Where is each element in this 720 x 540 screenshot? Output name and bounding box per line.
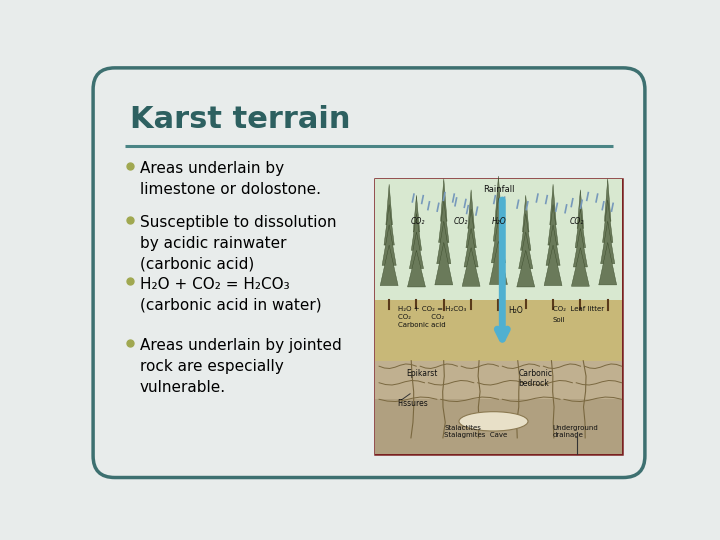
Polygon shape <box>441 179 447 221</box>
Polygon shape <box>495 176 502 219</box>
Bar <box>375 179 621 300</box>
Text: Fissures: Fissures <box>397 399 428 408</box>
Polygon shape <box>548 205 558 245</box>
FancyBboxPatch shape <box>93 68 645 477</box>
Polygon shape <box>518 232 533 268</box>
Polygon shape <box>493 198 503 241</box>
Text: H₂O: H₂O <box>508 306 523 315</box>
Ellipse shape <box>459 411 528 431</box>
Text: CO₂: CO₂ <box>410 217 425 226</box>
Polygon shape <box>462 248 480 286</box>
Text: CO₂         CO₂: CO₂ CO₂ <box>398 314 445 320</box>
Polygon shape <box>573 228 588 267</box>
Polygon shape <box>464 228 478 267</box>
Text: H₂O + CO₂ = H₂CO₃
(carbonic acid in water): H₂O + CO₂ = H₂CO₃ (carbonic acid in wate… <box>140 276 321 313</box>
Text: H₂O: H₂O <box>492 217 507 226</box>
Polygon shape <box>605 179 611 221</box>
Text: CO₂: CO₂ <box>454 217 467 226</box>
Polygon shape <box>572 248 590 286</box>
Polygon shape <box>490 241 508 285</box>
Polygon shape <box>521 214 531 251</box>
Polygon shape <box>435 242 453 285</box>
Text: CO₂: CO₂ <box>570 217 584 226</box>
Polygon shape <box>410 232 423 268</box>
Polygon shape <box>599 242 616 285</box>
Polygon shape <box>577 190 584 228</box>
FancyBboxPatch shape <box>375 179 621 455</box>
Polygon shape <box>544 245 562 286</box>
Text: Carbonic
bedrock: Carbonic bedrock <box>518 369 552 388</box>
Polygon shape <box>411 214 422 251</box>
Polygon shape <box>468 190 474 228</box>
Polygon shape <box>408 251 426 287</box>
Text: Karst terrain: Karst terrain <box>130 105 351 134</box>
Text: Stalagmites  Cave: Stalagmites Cave <box>444 432 508 438</box>
Polygon shape <box>491 219 505 263</box>
Polygon shape <box>466 209 476 248</box>
Bar <box>375 300 621 361</box>
Polygon shape <box>413 195 420 232</box>
Text: Epikarst: Epikarst <box>406 369 438 378</box>
Polygon shape <box>384 205 395 245</box>
Text: Areas underlain by
limestone or dolostone.: Areas underlain by limestone or doloston… <box>140 161 320 197</box>
Polygon shape <box>546 225 560 265</box>
Text: Underground
drainage: Underground drainage <box>553 426 598 438</box>
Polygon shape <box>603 200 613 242</box>
Text: Carbonic acid: Carbonic acid <box>398 322 446 328</box>
Polygon shape <box>382 225 396 265</box>
Polygon shape <box>575 209 585 248</box>
Text: Susceptible to dissolution
by acidic rainwater
(carbonic acid): Susceptible to dissolution by acidic rai… <box>140 215 336 272</box>
Polygon shape <box>523 195 529 232</box>
Text: Stalactites: Stalactites <box>444 426 481 431</box>
Text: Soil: Soil <box>553 316 565 322</box>
Polygon shape <box>517 251 535 287</box>
Polygon shape <box>380 245 398 286</box>
Polygon shape <box>600 221 615 264</box>
Polygon shape <box>550 184 557 225</box>
Text: H₂O + CO₂ = H₂CO₃: H₂O + CO₂ = H₂CO₃ <box>398 306 467 312</box>
Polygon shape <box>386 184 392 225</box>
Bar <box>375 399 621 455</box>
Polygon shape <box>438 200 449 242</box>
Bar <box>375 361 621 455</box>
Text: Areas underlain by jointed
rock are especially
vulnerable.: Areas underlain by jointed rock are espe… <box>140 338 341 395</box>
Polygon shape <box>437 221 451 264</box>
Text: Rainfall: Rainfall <box>482 185 514 194</box>
Text: CO₂  Leaf litter: CO₂ Leaf litter <box>553 306 604 312</box>
